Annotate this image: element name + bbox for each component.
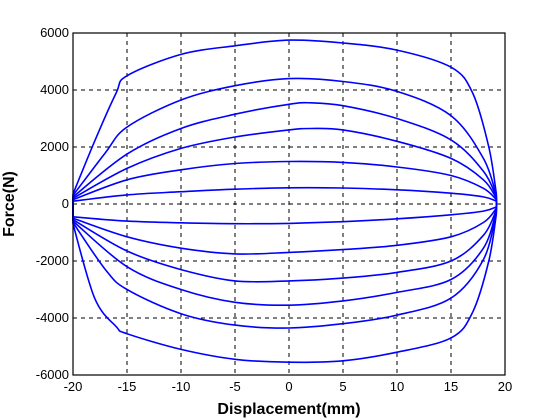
x-tick-label: -20 (64, 379, 83, 394)
y-tick-label: 6000 (40, 25, 69, 40)
x-tick-label: -10 (172, 379, 191, 394)
y-tick-label: 2000 (40, 139, 69, 154)
x-tick-label: 10 (390, 379, 404, 394)
hysteresis-loop-5-upper (72, 77, 498, 196)
hysteresis-loop-5-lower (72, 212, 498, 329)
hysteresis-loop-6-lower (72, 213, 498, 364)
x-tick-label: 20 (498, 379, 512, 394)
y-tick-label: -2000 (36, 253, 69, 268)
hysteresis-loop-4-upper (72, 101, 498, 198)
hysteresis-loop-6-upper (72, 39, 498, 195)
x-tick-label: -15 (118, 379, 137, 394)
hysteresis-loop-1-upper (72, 186, 497, 202)
y-tick-label: 4000 (40, 82, 69, 97)
hysteresis-loop-3-upper (72, 127, 498, 199)
tick-labels: -20 -15 -10 -5 0 5 10 15 20 -6000 -4000 -2000 0 2000 4… (36, 25, 512, 394)
hysteresis-loop-2-lower (72, 207, 498, 255)
y-tick-label: 0 (62, 196, 69, 211)
x-tick-label: 0 (285, 379, 292, 394)
hysteresis-loop-1-lower (72, 206, 497, 225)
grid (73, 33, 505, 375)
x-axis-title: Displacement(mm) (217, 401, 360, 418)
hysteresis-loop-4-lower (72, 210, 498, 307)
x-tick-label: -5 (229, 379, 241, 394)
x-tick-label: 15 (444, 379, 458, 394)
hysteresis-loop-2-upper (72, 160, 497, 201)
hysteresis-loop-3-lower (72, 209, 498, 283)
y-axis-title: Force(N) (1, 171, 18, 237)
series-lines (72, 39, 498, 364)
plot-area-frame (72, 32, 506, 376)
y-tick-label: -6000 (36, 367, 69, 382)
y-tick-label: -4000 (36, 310, 69, 325)
x-tick-label: 5 (339, 379, 346, 394)
